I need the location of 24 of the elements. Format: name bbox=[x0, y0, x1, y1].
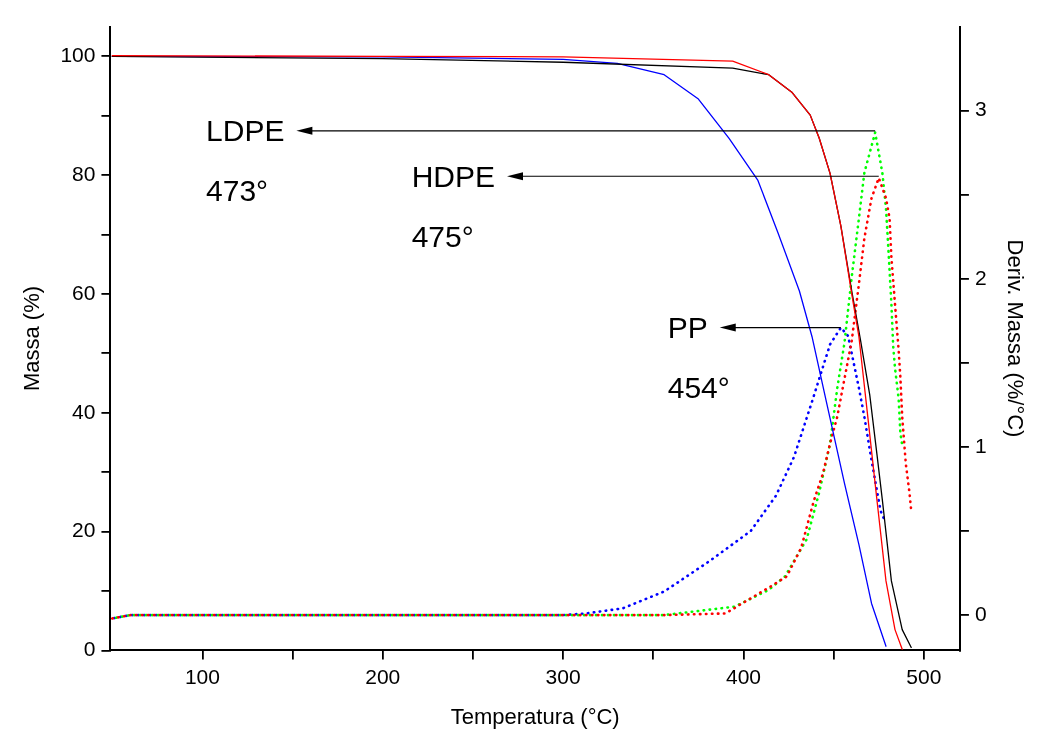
y-tick-label: 100 bbox=[60, 43, 96, 67]
y2-tick-label: 0 bbox=[974, 601, 987, 625]
x-tick-label: 100 bbox=[184, 664, 220, 688]
annotation: PP bbox=[667, 310, 708, 344]
x-tick-label: 400 bbox=[725, 664, 762, 688]
y-tick-label: 80 bbox=[72, 161, 96, 185]
x-tick-label: 500 bbox=[906, 664, 942, 688]
x-axis-title: Temperatura (°C) bbox=[450, 703, 620, 729]
y2-tick-label: 1 bbox=[974, 433, 987, 457]
y2-tick-label: 3 bbox=[974, 97, 987, 121]
y2-axis-title: Deriv. Massa (%/°C) bbox=[1002, 239, 1028, 438]
y-tick-label: 20 bbox=[72, 518, 96, 542]
y2-tick-label: 2 bbox=[974, 265, 987, 289]
annotation: 454° bbox=[667, 370, 730, 404]
y-tick-label: 0 bbox=[83, 637, 96, 661]
y-tick-label: 40 bbox=[72, 399, 96, 423]
annotation: HDPE bbox=[411, 159, 495, 193]
annotation: LDPE bbox=[206, 114, 285, 148]
x-tick-label: 200 bbox=[365, 664, 401, 688]
annotation: 473° bbox=[206, 174, 269, 208]
y-tick-label: 60 bbox=[72, 280, 96, 304]
y-axis-title: Massa (%) bbox=[19, 285, 45, 392]
x-tick-label: 300 bbox=[545, 664, 581, 688]
annotation: 475° bbox=[411, 219, 474, 253]
